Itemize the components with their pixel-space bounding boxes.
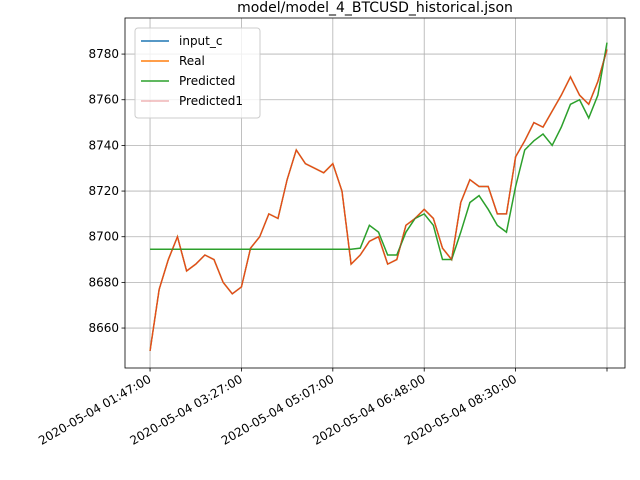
y-tick-label: 8740 — [88, 138, 119, 152]
y-tick-label: 8760 — [88, 93, 119, 107]
chart-title: model/model_4_BTCUSD_historical.json — [237, 0, 513, 16]
legend-label: input_c — [179, 34, 222, 48]
legend-label: Predicted1 — [179, 94, 243, 108]
line-series — [149, 49, 608, 351]
y-tick-label: 8660 — [88, 321, 119, 335]
line-series — [150, 42, 608, 261]
plot-frame — [124, 17, 626, 369]
legend-label: Real — [179, 54, 205, 68]
y-tick-label: 8780 — [88, 47, 119, 61]
y-tick-label: 8700 — [88, 230, 119, 244]
y-tick-label: 8720 — [88, 184, 119, 198]
y-tick-label: 8680 — [88, 275, 119, 289]
legend-label: Predicted — [179, 74, 235, 88]
legend-box — [134, 27, 261, 119]
